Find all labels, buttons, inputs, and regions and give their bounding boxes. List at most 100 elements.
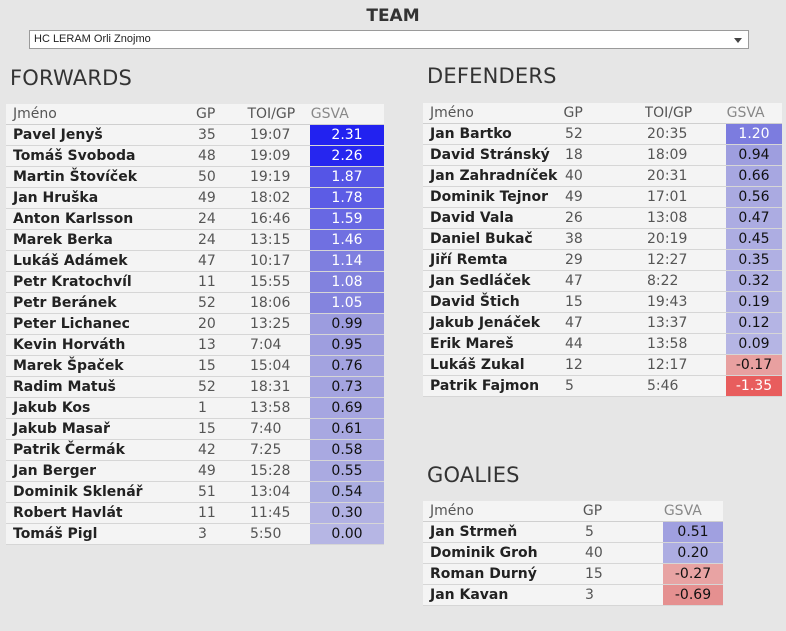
player-toi: 15:28 <box>250 463 291 479</box>
table-row: Robert Havlát 11 11:45 0.30 <box>6 503 384 524</box>
column-header-toi: TOI/GP <box>247 106 296 122</box>
team-select-value: HC LERAM Orli Znojmo <box>34 33 151 45</box>
table-row: Radim Matuš 52 18:31 0.73 <box>6 377 384 398</box>
player-gp: 5 <box>585 524 594 540</box>
defenders-title: DEFENDERS <box>427 64 557 88</box>
player-toi: 13:04 <box>250 484 291 500</box>
player-name: Marek Špaček <box>13 358 124 374</box>
player-name: Jan Kavan <box>430 587 509 603</box>
player-toi: 7:25 <box>250 442 282 458</box>
player-toi: 15:55 <box>250 274 291 290</box>
player-gp: 50 <box>198 169 216 185</box>
table-row: Tomáš Pigl 3 5:50 0.00 <box>6 524 384 545</box>
player-gp: 24 <box>198 211 216 227</box>
table-row: Marek Špaček 15 15:04 0.76 <box>6 356 384 377</box>
player-gp: 26 <box>565 210 583 226</box>
player-gsva: 0.35 <box>726 250 782 270</box>
player-gp: 42 <box>198 442 216 458</box>
forwards-title: FORWARDS <box>10 66 133 90</box>
player-gp: 40 <box>565 168 583 184</box>
player-name: Jakub Kos <box>13 400 91 416</box>
table-row: Jan Bartko 52 20:35 1.20 <box>423 124 782 145</box>
player-name: Jan Strmeň <box>430 524 518 540</box>
player-gsva: 1.08 <box>310 272 384 292</box>
player-name: Jan Sedláček <box>430 273 531 289</box>
player-gsva: 0.56 <box>726 187 782 207</box>
column-header-gp: GP <box>582 503 603 519</box>
player-gp: 49 <box>565 189 583 205</box>
player-name: Jakub Jenáček <box>430 315 541 331</box>
player-toi: 20:31 <box>647 168 688 184</box>
player-gsva: -0.69 <box>663 585 723 605</box>
player-name: Martin Štovíček <box>13 169 138 185</box>
column-header-name: Jméno <box>430 503 474 519</box>
player-toi: 13:58 <box>250 400 291 416</box>
player-toi: 7:04 <box>250 337 282 353</box>
player-gp: 49 <box>198 190 216 206</box>
player-name: Jan Hruška <box>13 190 99 206</box>
player-gsva: 0.94 <box>726 145 782 165</box>
table-row: Jan Zahradníček 40 20:31 0.66 <box>423 166 782 187</box>
player-name: Erik Mareš <box>430 336 514 352</box>
table-row: Roman Durný 15 -0.27 <box>423 564 723 585</box>
player-gsva: 1.46 <box>310 230 384 250</box>
table-row: Dominik Groh 40 0.20 <box>423 543 723 564</box>
player-gp: 48 <box>198 148 216 164</box>
player-gsva: 0.61 <box>310 419 384 439</box>
player-gp: 29 <box>565 252 583 268</box>
player-gp: 52 <box>198 295 216 311</box>
player-name: Radim Matuš <box>13 379 116 395</box>
table-row: Jakub Masař 15 7:40 0.61 <box>6 419 384 440</box>
player-toi: 13:25 <box>250 316 291 332</box>
table-row: David Štich 15 19:43 0.19 <box>423 292 782 313</box>
column-header-gp: GP <box>563 105 583 121</box>
player-toi: 18:02 <box>250 190 291 206</box>
player-gsva: 0.99 <box>310 314 384 334</box>
table-row: Tomáš Svoboda 48 19:09 2.26 <box>6 146 384 167</box>
player-name: Dominik Sklenář <box>13 484 143 500</box>
player-name: Jan Bartko <box>430 126 512 142</box>
player-toi: 15:04 <box>250 358 291 374</box>
player-gp: 40 <box>585 545 603 561</box>
defenders-table: Jméno GP TOI/GP GSVA Jan Bartko 52 20:35 1.20 Da… <box>423 103 782 397</box>
table-row: Martin Štovíček 50 19:19 1.87 <box>6 167 384 188</box>
table-row: Dominik Tejnor 49 17:01 0.56 <box>423 187 782 208</box>
player-name: Lukáš Adámek <box>13 253 128 269</box>
column-header-gsva: GSVA <box>659 501 724 521</box>
player-gp: 15 <box>565 294 583 310</box>
player-gsva: 0.12 <box>726 313 782 333</box>
team-select[interactable]: HC LERAM Orli Znojmo <box>29 30 749 49</box>
table-row: Petr Kratochvíl 11 15:55 1.08 <box>6 272 384 293</box>
page-title: TEAM <box>366 6 420 26</box>
player-gsva: 0.69 <box>310 398 384 418</box>
table-row: David Vala 26 13:08 0.47 <box>423 208 782 229</box>
player-toi: 18:09 <box>647 147 688 163</box>
player-gp: 12 <box>565 357 583 373</box>
table-row: Pavel Jenyš 35 19:07 2.31 <box>6 125 384 146</box>
player-gp: 35 <box>198 127 216 143</box>
player-gsva: 1.05 <box>310 293 384 313</box>
player-gsva: 0.00 <box>310 524 384 544</box>
player-name: David Štich <box>430 294 520 310</box>
player-gsva: 0.19 <box>726 292 782 312</box>
player-name: Lukáš Zukal <box>430 357 525 373</box>
player-gsva: 2.26 <box>310 146 384 166</box>
player-gsva: -0.27 <box>663 564 723 584</box>
player-gsva: 2.31 <box>310 125 384 145</box>
player-gsva: 0.95 <box>310 335 384 355</box>
player-gsva: 0.54 <box>310 482 384 502</box>
player-gsva: 0.55 <box>310 461 384 481</box>
player-name: Jiří Remta <box>430 252 508 268</box>
player-toi: 5:50 <box>250 526 282 542</box>
table-row: Marek Berka 24 13:15 1.46 <box>6 230 384 251</box>
table-row: Peter Lichanec 20 13:25 0.99 <box>6 314 384 335</box>
player-gp: 47 <box>565 273 583 289</box>
chevron-down-icon[interactable] <box>734 38 742 43</box>
table-row: Jan Hruška 49 18:02 1.78 <box>6 188 384 209</box>
player-gsva: 0.58 <box>310 440 384 460</box>
goalies-table: Jméno GP GSVA Jan Strmeň 5 0.51 Dominik Groh 40… <box>423 501 724 606</box>
player-toi: 13:08 <box>647 210 688 226</box>
player-gp: 24 <box>198 232 216 248</box>
table-row: Lukáš Adámek 47 10:17 1.14 <box>6 251 384 272</box>
player-gsva: 0.20 <box>663 543 723 563</box>
